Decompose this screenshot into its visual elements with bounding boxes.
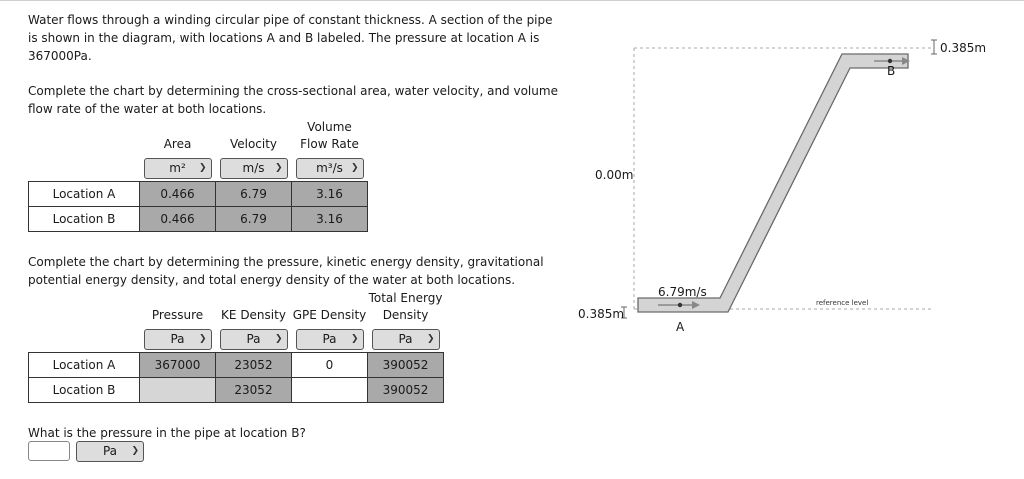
chevron-down-icon: ❯ [198, 333, 207, 344]
area-header: Area [163, 137, 192, 151]
intro-text: Water flows through a winding circular p… [28, 11, 553, 65]
gpe-b-field[interactable] [291, 377, 368, 403]
question-text: What is the pressure in the pipe at loca… [28, 426, 306, 440]
flow-unit-select[interactable]: m³/s ❯ [295, 157, 364, 179]
height-a-label: 0.385m [578, 307, 624, 321]
pressure-b-answer-input[interactable] [28, 441, 70, 461]
chart1-table: Area Velocity Volume Flow Rate m² ❯ m/s ❯ … [28, 119, 368, 232]
flow-rate-header: Volume Flow Rate [292, 119, 368, 155]
height-b-label: 0.385m [940, 41, 986, 55]
flow-b-field[interactable]: 3.16 [291, 206, 368, 232]
total-energy-header-line-1: Total Energy [368, 291, 443, 305]
total-b-field[interactable]: 390052 [367, 377, 444, 403]
chart1-prompt-line-1: Complete the chart by determining the cr… [28, 84, 558, 98]
flow-rate-header-line-1: Volume [307, 120, 352, 134]
row-label: Location A [28, 352, 140, 378]
intro-line-2: is shown in the diagram, with locations … [28, 31, 540, 45]
chevron-down-icon: ❯ [131, 446, 139, 456]
row-label: Location B [28, 377, 140, 403]
ke-unit-select[interactable]: Pa ❯ [219, 328, 288, 350]
velocity-label: 6.79m/s [658, 285, 707, 299]
chevron-down-icon: ❯ [198, 162, 207, 173]
chart1-prompt-line-2: flow rate of the water at both locations… [28, 102, 267, 116]
chevron-down-icon: ❯ [350, 333, 359, 344]
velocity-a-field[interactable]: 6.79 [215, 181, 292, 207]
chevron-down-icon: ❯ [426, 333, 435, 344]
area-b-field[interactable]: 0.466 [139, 206, 216, 232]
total-unit-value: Pa [398, 331, 413, 346]
intro-line-1: Water flows through a winding circular p… [28, 13, 553, 27]
table-row: Location B 23052 390052 [28, 377, 444, 403]
ke-a-field[interactable]: 23052 [215, 352, 292, 378]
chart2-table: Pressure KE Density GPE Density Total En… [28, 290, 444, 403]
top-divider [0, 0, 1024, 1]
table-row: Location A 0.466 6.79 3.16 [28, 181, 368, 207]
height-b-bracket [931, 39, 937, 55]
chart2-prompt-line-2: potential energy density, and total ener… [28, 273, 516, 287]
table-row: Location B 0.466 6.79 3.16 [28, 206, 368, 232]
velocity-b-field[interactable]: 6.79 [215, 206, 292, 232]
ke-b-field[interactable]: 23052 [215, 377, 292, 403]
intro-line-3: 367000Pa. [28, 49, 92, 63]
chevron-down-icon: ❯ [274, 333, 283, 344]
chart2-prompt-line-1: Complete the chart by determining the pr… [28, 255, 544, 269]
reference-level-label: reference level [816, 299, 868, 307]
chevron-down-icon: ❯ [350, 162, 359, 173]
answer-unit-value: Pa [102, 444, 118, 458]
area-unit-value: m² [169, 160, 186, 175]
row-label: Location B [28, 206, 140, 232]
pressure-unit-select[interactable]: Pa ❯ [143, 328, 212, 350]
gpe-a-field[interactable]: 0 [291, 352, 368, 378]
ke-unit-value: Pa [246, 331, 261, 346]
ke-density-header: KE Density [221, 308, 286, 322]
pressure-unit-value: Pa [170, 331, 185, 346]
pressure-header: Pressure [151, 308, 204, 322]
area-unit-select[interactable]: m² ❯ [143, 157, 212, 179]
velocity-unit-value: m/s [242, 160, 265, 175]
chart1-prompt: Complete the chart by determining the cr… [28, 82, 558, 118]
row-label: Location A [28, 181, 140, 207]
pipe-diagram: 0.385m 0.00m 0.385m 6.79m/s A B referenc… [578, 39, 986, 334]
location-b-label: B [887, 64, 895, 78]
flow-arrow-b [874, 57, 910, 65]
chart2-prompt: Complete the chart by determining the pr… [28, 253, 544, 289]
gpe-unit-select[interactable]: Pa ❯ [295, 328, 364, 350]
total-unit-select[interactable]: Pa ❯ [371, 328, 440, 350]
flow-a-field[interactable]: 3.16 [291, 181, 368, 207]
flow-rate-header-line-2: Flow Rate [300, 137, 359, 151]
velocity-header: Velocity [229, 137, 278, 151]
answer-unit-select[interactable]: Pa ❯ [76, 441, 144, 462]
gpe-density-header: GPE Density [292, 308, 367, 322]
area-a-field[interactable]: 0.466 [139, 181, 216, 207]
pipe [637, 53, 909, 313]
total-energy-header: Total Energy Density [368, 290, 444, 326]
total-energy-header-line-2: Density [382, 308, 429, 322]
total-a-field[interactable]: 390052 [367, 352, 444, 378]
height-a-bracket [621, 306, 627, 319]
gpe-unit-value: Pa [322, 331, 337, 346]
flow-unit-value: m³/s [316, 160, 343, 175]
chevron-down-icon: ❯ [274, 162, 283, 173]
height-ref-label: 0.00m [595, 168, 633, 182]
pressure-b-field[interactable] [139, 377, 216, 403]
pressure-a-field[interactable]: 367000 [139, 352, 216, 378]
velocity-unit-select[interactable]: m/s ❯ [219, 157, 288, 179]
location-a-label: A [676, 320, 685, 334]
table-row: Location A 367000 23052 0 390052 [28, 352, 444, 378]
flow-arrow-a [658, 301, 700, 309]
